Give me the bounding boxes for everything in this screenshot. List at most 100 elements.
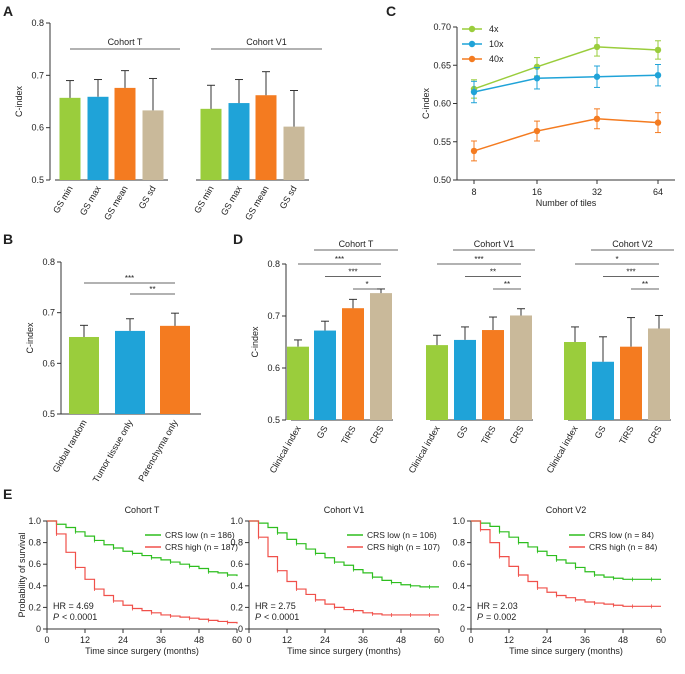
y-tick-label: 0.4: [230, 581, 243, 591]
chart-c: 0.50 0.55 0.60 0.65 0.70 C-index 8 16 32 64 Number…: [421, 22, 675, 208]
plot-title: Cohort V2: [546, 505, 587, 515]
hazard-ratio: HR = 4.69: [53, 601, 94, 611]
y-tick-label: 0: [238, 624, 243, 634]
y-tick-label: 0.8: [31, 18, 44, 28]
significance-label: ***: [626, 268, 635, 277]
group-title: Cohort V1: [246, 37, 287, 47]
y-tick-label: 0.5: [31, 175, 44, 185]
bar: [510, 315, 532, 420]
bar: [592, 361, 614, 420]
significance-label: **: [642, 280, 648, 289]
chart-b: 0.5 0.6 0.7 0.8 C-index Global random Tumor ti…: [25, 257, 201, 484]
km-curve-high: [249, 520, 439, 616]
significance-label: ***: [335, 255, 344, 264]
y-axis-title: C-index: [250, 326, 260, 358]
bar: [370, 293, 392, 420]
legend-label: CRS low (n = 84): [589, 530, 654, 540]
data-point: [533, 75, 541, 82]
legend-label: CRS high (n = 84): [589, 542, 657, 552]
x-tick-label: GS: [593, 424, 608, 440]
legend-label: CRS low (n = 106): [367, 530, 437, 540]
bar: [87, 96, 109, 180]
y-tick-label: 0.7: [267, 311, 280, 321]
y-tick-label: 0.2: [230, 602, 243, 612]
y-tick-label: 0.6: [267, 363, 280, 373]
x-tick-label: 24: [542, 635, 552, 645]
x-tick-label: 24: [320, 635, 330, 645]
y-tick-label: 0.6: [452, 559, 465, 569]
panel-label-b: B: [3, 231, 13, 247]
hazard-ratio: HR = 2.75: [255, 601, 296, 611]
x-tick-label: GS: [315, 424, 330, 440]
y-tick-label: 0.6: [28, 559, 41, 569]
y-tick-label: 0.8: [42, 257, 55, 267]
bar: [342, 308, 364, 420]
bar: [314, 330, 336, 420]
chart-d: 0.5 0.6 0.7 0.8 C-index Cohort T Clinical inde…: [250, 239, 674, 475]
x-axis-title: Time since surgery (months): [85, 646, 199, 656]
data-point: [654, 46, 662, 54]
x-tick-label: TiRS: [479, 424, 497, 446]
data-point: [593, 73, 601, 80]
x-tick-label: GS sd: [137, 184, 158, 211]
legend-label: 4x: [489, 24, 499, 34]
x-tick-label: 36: [358, 635, 368, 645]
y-tick-label: 0.4: [452, 581, 465, 591]
x-tick-label: 64: [653, 187, 663, 197]
x-tick-label: 36: [580, 635, 590, 645]
x-tick-label: 32: [592, 187, 602, 197]
x-tick-label: 8: [471, 187, 476, 197]
y-axis-title: C-index: [14, 85, 24, 117]
significance-label: *: [365, 280, 368, 289]
y-tick-label: 0.50: [433, 175, 451, 185]
group-title: Cohort T: [339, 239, 374, 249]
y-tick-label: 0.60: [433, 99, 451, 109]
bar: [648, 328, 670, 420]
x-tick-label: Clinical index: [407, 424, 442, 475]
y-tick-label: 0.8: [267, 259, 280, 269]
y-axis-title: C-index: [25, 322, 35, 354]
x-tick-label: GS: [455, 424, 470, 440]
group-title: Cohort T: [108, 37, 143, 47]
bar: [142, 110, 164, 180]
significance-label: **: [504, 280, 510, 289]
panel-label-c: C: [386, 3, 396, 19]
x-tick-label: 48: [396, 635, 406, 645]
x-tick-label: 24: [118, 635, 128, 645]
bar: [283, 126, 305, 180]
p-value: < 0.0001: [264, 612, 299, 622]
bar: [454, 339, 476, 420]
significance-label: **: [490, 268, 496, 277]
chart-e: Probability of survival 0 0.2 0.4 0.6 0.8 1.0 0…: [17, 505, 666, 656]
x-tick-label: GS min: [51, 184, 75, 215]
y-tick-label: 0.7: [42, 308, 55, 318]
hazard-ratio: HR = 2.03: [477, 601, 518, 611]
x-axis-title: Number of tiles: [536, 198, 597, 208]
x-tick-label: 60: [434, 635, 444, 645]
panel-label-e: E: [3, 486, 12, 502]
y-tick-label: 1.0: [452, 516, 465, 526]
x-tick-label: CRS: [646, 424, 664, 445]
legend-label: CRS high (n = 187): [165, 542, 238, 552]
data-point: [654, 119, 662, 126]
significance-label: *: [615, 255, 618, 264]
y-tick-label: 0.4: [28, 581, 41, 591]
bar: [255, 95, 277, 180]
x-tick-label: 36: [156, 635, 166, 645]
legend-label: CRS high (n = 107): [367, 542, 440, 552]
legend-marker: [468, 55, 476, 63]
data-point: [470, 88, 478, 96]
x-tick-label: 0: [44, 635, 49, 645]
significance-label: ***: [125, 274, 134, 283]
legend-label: 10x: [489, 39, 504, 49]
y-axis-title: Probability of survival: [17, 532, 27, 617]
data-point: [593, 115, 601, 123]
x-tick-label: GS sd: [278, 184, 299, 211]
x-axis-title: Time since surgery (months): [509, 646, 623, 656]
p-label: P: [477, 612, 483, 622]
bar: [59, 97, 81, 180]
y-tick-label: 0.2: [452, 602, 465, 612]
bar: [426, 345, 448, 420]
y-tick-label: 0.2: [28, 602, 41, 612]
